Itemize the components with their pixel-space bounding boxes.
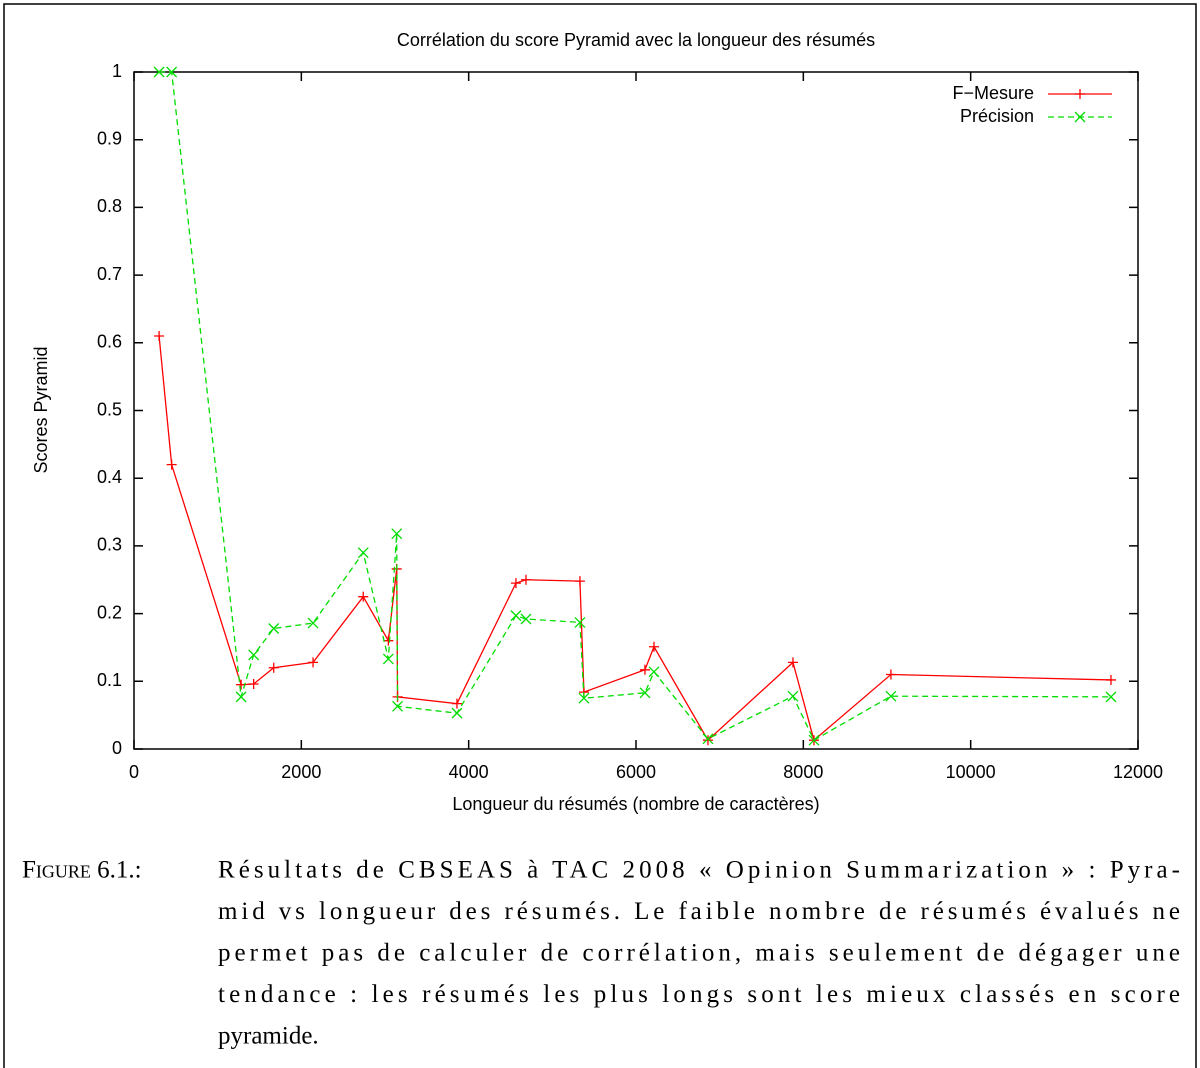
y-tick-label: 0.8 [97,196,122,216]
point-marker [702,735,713,746]
x-tick-label: 0 [129,762,139,782]
point-marker [885,690,897,702]
point-marker [248,679,259,690]
caption-line: permet pas de calculer de corrélation, m… [218,940,1180,967]
series-line [159,71,1111,742]
point-marker [510,610,522,622]
caption-line: tendance : les résumés les plus longs so… [218,981,1180,1008]
point-marker [639,664,650,675]
point-marker [357,547,369,559]
point-marker [1105,691,1117,703]
legend-marker [1075,89,1085,99]
legend-label: Précision [960,106,1034,126]
point-marker [307,617,319,629]
x-axis-label: Longueur du résumés (nombre de caractère… [452,794,819,814]
point-marker [382,653,394,665]
legend-label: F−Mesure [952,83,1034,103]
point-marker [392,700,404,712]
plot-frame [133,71,1139,750]
caption-line: Résultats de CBSEAS à TAC 2008 « Opinion… [218,857,1180,884]
y-axis-label: Scores Pyramid [31,346,51,473]
x-tick-label: 2000 [281,762,321,782]
x-tick-label: 8000 [783,762,823,782]
point-marker [268,662,279,673]
y-tick-label: 0.4 [97,467,122,487]
point-marker [235,691,247,703]
caption-line: mid vs longueur des résumés. Le faible n… [218,898,1180,925]
point-marker [154,331,165,342]
point-marker [391,528,403,540]
point-marker [787,657,798,668]
point-marker [808,734,820,746]
figure-border [3,3,1197,1068]
point-marker [451,707,463,719]
point-marker [166,459,177,470]
y-tick-label: 0.9 [97,128,122,148]
y-tick-label: 0.7 [97,264,122,284]
y-tick-label: 0.2 [97,602,122,622]
chart-title: Corrélation du score Pyramid avec la lon… [397,30,875,50]
point-marker [702,733,714,745]
caption-line: pyramide. [218,1023,319,1050]
y-tick-label: 0.6 [97,332,122,352]
point-marker [648,641,659,652]
x-tick-label: 12000 [1113,762,1163,782]
point-marker [358,591,369,602]
point-marker [639,687,651,699]
series-line [158,335,1111,742]
point-marker [1105,674,1116,685]
point-marker [510,578,521,589]
point-marker [885,669,896,680]
y-tick-label: 0.1 [97,670,122,690]
point-marker [520,574,531,585]
point-marker [166,66,178,78]
legend-marker [1074,111,1086,123]
y-tick-label: 0.3 [97,535,122,555]
point-marker [383,635,394,646]
x-tick-label: 4000 [449,762,489,782]
caption-label: Figure 6.1.: [22,857,142,884]
y-tick-label: 1 [112,61,122,81]
y-tick-label: 0.5 [97,399,122,419]
point-marker [787,690,799,702]
point-marker [574,616,586,628]
point-marker [248,649,260,661]
y-tick-label: 0 [112,738,122,758]
point-marker [574,576,585,587]
x-tick-label: 6000 [616,762,656,782]
point-marker [308,657,319,668]
x-tick-label: 10000 [946,762,996,782]
point-marker [451,698,462,709]
point-marker [578,692,590,704]
point-marker [153,66,165,78]
point-marker [268,623,280,634]
point-marker [520,613,532,625]
point-marker [648,666,660,678]
